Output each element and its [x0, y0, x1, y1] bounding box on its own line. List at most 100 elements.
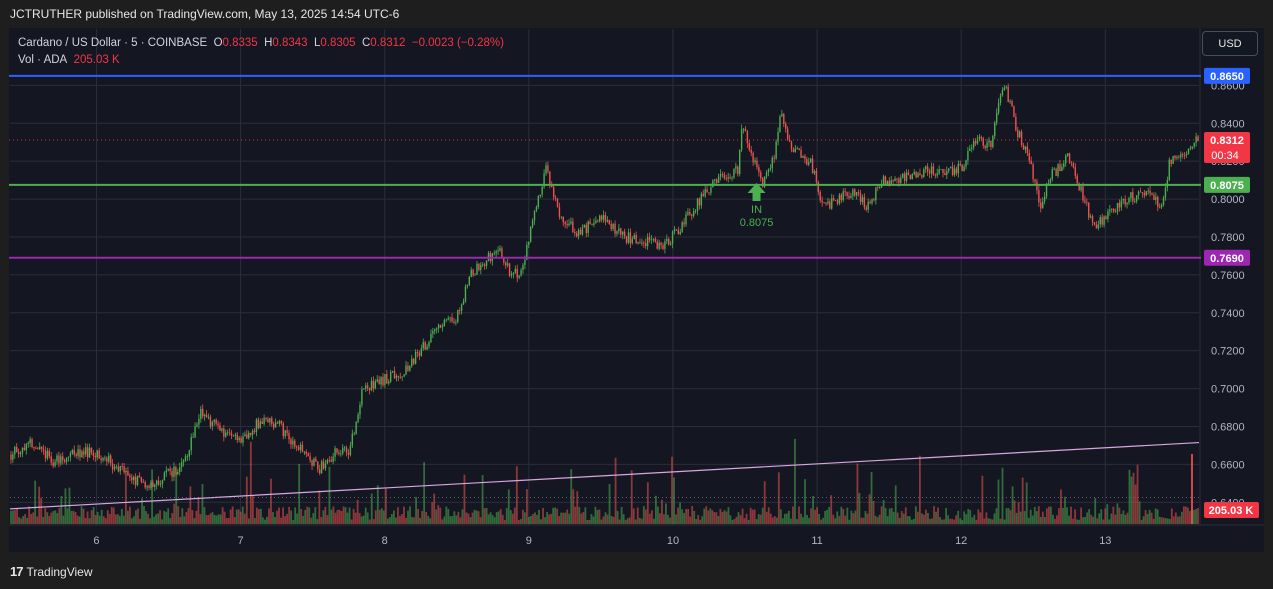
- currency-button[interactable]: USD: [1202, 31, 1258, 56]
- candle-body: [372, 380, 375, 389]
- candle-body: [163, 472, 166, 481]
- candle-body: [10, 454, 12, 460]
- footer: 17 TradingView: [10, 564, 93, 579]
- volume-bar: [94, 515, 97, 524]
- volume-bar: [1025, 482, 1028, 524]
- volume-bar: [205, 515, 208, 524]
- volume-bar: [86, 511, 89, 524]
- candle-body: [1109, 209, 1111, 212]
- volume-bar: [44, 508, 47, 524]
- candle-body: [748, 143, 750, 150]
- volume-bar: [796, 519, 798, 524]
- volume-bar: [667, 514, 669, 524]
- volume-bar: [582, 512, 585, 524]
- candle-body: [361, 389, 363, 405]
- volume-bar: [278, 507, 280, 524]
- candle-body: [146, 485, 148, 488]
- candle-body: [269, 418, 271, 423]
- volume-bar: [266, 516, 268, 524]
- volume-bar: [1144, 510, 1147, 524]
- volume-bar: [159, 510, 162, 524]
- volume-bar: [570, 469, 573, 524]
- volume-bar: [409, 506, 411, 524]
- candle-body: [389, 371, 392, 382]
- candle-body: [297, 447, 300, 450]
- volume-bar: [709, 508, 712, 524]
- symbol-label[interactable]: Cardano / US Dollar · 5 · COINBASE: [18, 37, 208, 49]
- volume-bar: [852, 513, 855, 524]
- candle-body: [284, 430, 286, 437]
- volume-bar: [999, 518, 1002, 524]
- volume-bar: [483, 508, 486, 524]
- candle-body: [779, 116, 781, 132]
- volume-bar: [1088, 509, 1091, 524]
- candle-body: [769, 168, 772, 170]
- candle-body: [432, 331, 434, 334]
- volume-bar: [963, 511, 966, 524]
- volume-bar: [62, 515, 65, 524]
- volume-bar: [413, 517, 415, 524]
- candle-body: [259, 421, 261, 429]
- tradingview-logo[interactable]: 17: [10, 564, 24, 579]
- candle-body: [524, 259, 526, 266]
- candle-body: [765, 172, 768, 177]
- open-value: 0.8335: [222, 37, 258, 49]
- volume-bar: [1015, 512, 1018, 524]
- candle-body: [1132, 192, 1134, 202]
- candle-body: [430, 333, 432, 343]
- candle-body: [464, 286, 467, 302]
- candle-body: [1066, 153, 1069, 156]
- price-chart[interactable]: 0.86000.84000.82000.80000.78000.76000.74…: [9, 28, 1264, 552]
- candle-body: [349, 445, 352, 455]
- candle-body: [1183, 155, 1186, 156]
- candle-body: [186, 456, 189, 458]
- volume-label[interactable]: Vol · ADA: [18, 54, 68, 66]
- candle-body: [679, 231, 681, 235]
- y-tick-label: 0.6600: [1211, 459, 1245, 471]
- candle-body: [786, 128, 789, 140]
- volume-bar: [199, 514, 202, 524]
- volume-bar: [943, 519, 945, 524]
- candle-body: [449, 317, 451, 319]
- candle-body: [157, 480, 160, 485]
- candle-body: [1162, 197, 1165, 205]
- candle-body: [211, 421, 214, 427]
- volume-bar: [165, 511, 168, 524]
- candle-body: [850, 195, 852, 198]
- candle-body: [911, 174, 913, 180]
- volume-bar: [364, 507, 367, 524]
- close-value: 0.8312: [370, 37, 406, 49]
- candle-body: [136, 475, 139, 485]
- volume-bar: [538, 509, 540, 524]
- candle-body: [215, 419, 217, 424]
- volume-bar: [505, 508, 508, 524]
- volume-bar: [731, 519, 734, 524]
- candle-body: [986, 142, 988, 148]
- volume-bar: [513, 507, 516, 524]
- candle-body: [77, 449, 79, 456]
- volume-bar: [46, 512, 49, 524]
- volume-bar: [723, 510, 726, 524]
- volume-bar: [223, 511, 226, 524]
- candle-body: [482, 264, 484, 266]
- candle-body: [884, 176, 887, 185]
- candle-body: [643, 242, 645, 244]
- volume-bar: [471, 512, 474, 524]
- candle-body: [104, 457, 106, 459]
- volume-bar: [767, 507, 770, 524]
- brand-name[interactable]: TradingView: [26, 564, 93, 579]
- volume-bar: [652, 518, 655, 524]
- candle-body: [1157, 196, 1159, 207]
- candle-body: [320, 461, 323, 474]
- candle-body: [33, 447, 35, 448]
- volume-bar: [1130, 476, 1133, 524]
- candle-body: [740, 129, 743, 150]
- y-tick-label: 0.7600: [1211, 270, 1245, 282]
- candle-body: [591, 224, 593, 225]
- volume-bar: [78, 516, 81, 524]
- candle-body: [127, 471, 129, 476]
- volume-bar: [16, 508, 18, 524]
- volume-bar: [779, 509, 782, 524]
- volume-bar: [60, 495, 63, 524]
- volume-bar: [1070, 506, 1072, 524]
